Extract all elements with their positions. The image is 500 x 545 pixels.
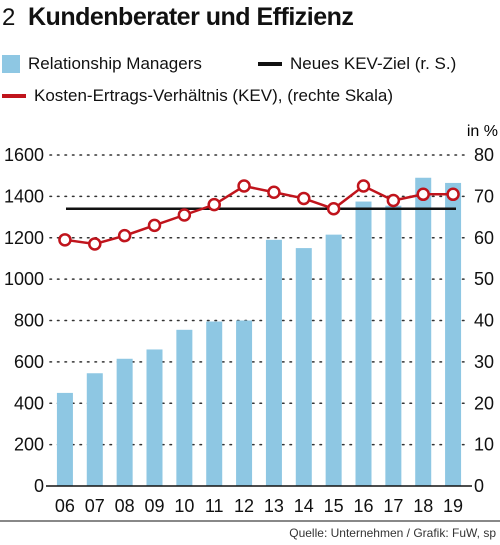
- y-right-tick-label: 70: [474, 186, 494, 206]
- x-tick-label: 14: [294, 496, 314, 516]
- bar-10: [176, 329, 193, 486]
- kev-point-07: [88, 237, 102, 251]
- bar-11: [206, 321, 223, 486]
- kev-point-13: [267, 185, 281, 199]
- source-note: Quelle: Unternehmen / Grafik: FuW, sp: [289, 526, 496, 540]
- x-tick-label: 08: [115, 496, 135, 516]
- y-left-tick-label: 1200: [4, 228, 44, 248]
- y-right-tick-label: 0: [474, 476, 484, 496]
- legend-item-line: Kosten-Ertrags-Verhältnis (KEV), (rechte…: [2, 86, 393, 106]
- bar-19: [445, 182, 462, 486]
- y-left-tick-label: 1000: [4, 269, 44, 289]
- y-left-tick-label: 600: [14, 352, 44, 372]
- kev-point-06: [58, 233, 72, 247]
- y-right-tick-label: 80: [474, 145, 494, 165]
- x-tick-label: 15: [324, 496, 344, 516]
- kev-point-14: [297, 191, 311, 206]
- kev-point-15: [326, 202, 341, 216]
- chart-legend: Relationship Managers Neues KEV-Ziel (r.…: [0, 54, 500, 114]
- y-left-tick-label: 0: [34, 476, 44, 496]
- bar-13: [265, 239, 282, 486]
- kev-point-17: [386, 193, 401, 208]
- kev-point-16: [356, 179, 371, 193]
- y-right-tick-label: 30: [474, 352, 494, 372]
- figure-number: 2: [2, 4, 16, 31]
- bar-06: [56, 392, 73, 486]
- y-left-tick-label: 200: [14, 435, 44, 455]
- x-tick-label: 12: [234, 496, 254, 516]
- y-right-tick-label: 10: [474, 435, 494, 455]
- kev-point-08: [117, 228, 132, 243]
- y-left-tick-label: 800: [14, 311, 44, 331]
- bar-16: [355, 201, 372, 486]
- bar-17: [385, 205, 402, 486]
- y-left-tick-label: 400: [14, 393, 44, 413]
- chart-header: 2 Kundenberater und Effizienz: [0, 0, 500, 40]
- legend-label-bars: Relationship Managers: [28, 54, 202, 73]
- legend-label-line: Kosten-Ertrags-Verhältnis (KEV), (rechte…: [34, 86, 394, 105]
- bar-15: [325, 234, 342, 486]
- bar-18: [415, 177, 432, 486]
- kev-point-09: [147, 218, 162, 233]
- y-right-tick-label: 40: [474, 311, 494, 331]
- y-right-tick-label: 60: [474, 228, 494, 248]
- x-tick-label: 17: [383, 496, 403, 516]
- x-tick-label: 07: [85, 496, 105, 516]
- legend-swatch-line: [2, 94, 26, 98]
- y-left-tick-label: 1400: [4, 186, 44, 206]
- y-right-tick-label: 50: [474, 269, 494, 289]
- x-tick-label: 18: [413, 496, 433, 516]
- x-tick-label: 11: [205, 496, 224, 516]
- kev-point-10: [177, 208, 192, 222]
- legend-swatch-target: [258, 62, 282, 66]
- x-tick-label: 13: [264, 496, 284, 516]
- bar-07: [86, 373, 103, 486]
- legend-item-bars: Relationship Managers: [2, 54, 202, 74]
- kev-point-18: [416, 187, 430, 202]
- legend-item-target: Neues KEV-Ziel (r. S.): [258, 54, 456, 74]
- legend-swatch-bars: [2, 55, 20, 73]
- bar-08: [116, 358, 133, 486]
- kev-point-11: [207, 197, 221, 212]
- x-tick-label: 19: [443, 496, 463, 516]
- bar-12: [236, 320, 253, 486]
- bar-14: [295, 248, 312, 486]
- chart-title: Kundenberater und Effizienz: [28, 3, 354, 31]
- kev-point-19: [446, 187, 460, 202]
- right-axis-unit: in %: [467, 123, 498, 140]
- kev-point-12: [237, 179, 251, 193]
- legend-label-target: Neues KEV-Ziel (r. S.): [290, 54, 457, 73]
- bar-09: [146, 349, 163, 486]
- y-left-tick-label: 1600: [4, 145, 44, 165]
- x-tick-label: 16: [353, 496, 373, 516]
- x-tick-label: 09: [144, 496, 164, 516]
- x-tick-label: 10: [174, 496, 194, 516]
- x-tick-label: 06: [55, 496, 75, 516]
- y-right-tick-label: 20: [474, 393, 494, 413]
